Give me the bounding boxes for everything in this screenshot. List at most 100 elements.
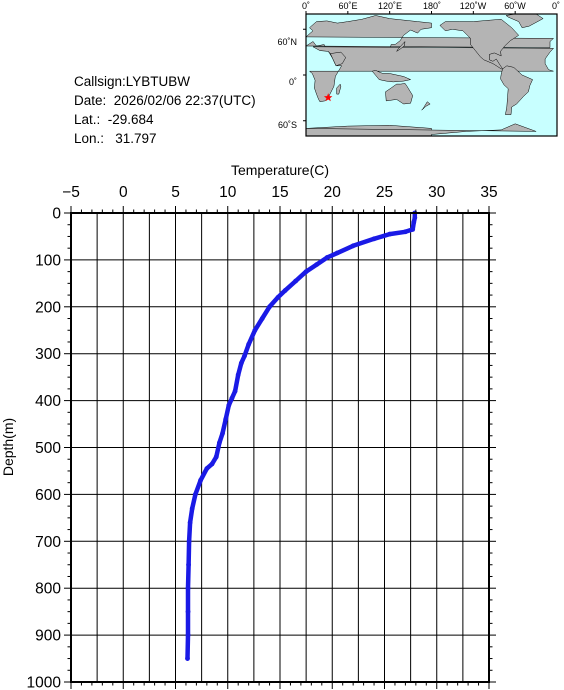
info-block: Callsign:LYBTUBW Date: 2026/02/06 22:37(… [74, 72, 256, 148]
profile-point [185, 656, 190, 661]
profile-point [186, 562, 191, 568]
y-tick-label: 500 [35, 440, 61, 457]
location-marker [323, 93, 333, 102]
map-frame [303, 11, 558, 137]
y-axis-title: Depth(m) [0, 418, 16, 476]
map-lat-label: 0˚ [289, 77, 297, 87]
star-icon [323, 93, 333, 102]
profile-point [192, 492, 198, 497]
profile-point [238, 360, 244, 366]
map-border [305, 13, 558, 137]
profile-point [324, 255, 330, 260]
landmass [308, 46, 555, 102]
landmass [421, 101, 431, 111]
map-lon-label: 180˚ [423, 1, 441, 11]
profile-point [314, 262, 319, 267]
date-text: Date: 2026/02/06 22:37(UTC) [74, 93, 256, 108]
profile-point [185, 632, 191, 638]
y-tick-label: 1000 [27, 675, 62, 690]
map-lon-label: 120˚W [460, 1, 487, 11]
x-tick-labels: −5 0 5 10 15 20 25 30 35 [62, 184, 497, 201]
landmass [330, 51, 347, 67]
temperature-profile-line [185, 210, 418, 661]
landmass [439, 19, 520, 70]
map-longitude-labels: 0˚ 60˚E 120˚E 180˚ 120˚W 60˚W 0˚ [302, 1, 560, 11]
map-lon-label: 120˚E [378, 1, 402, 11]
profile-point [412, 215, 418, 221]
profile-point [187, 520, 193, 525]
location-map: 0˚ 60˚E 120˚E 180˚ 120˚W 60˚W 0˚ 60˚N 0˚… [277, 1, 560, 137]
profile-point [259, 316, 265, 321]
profile-point [350, 243, 356, 249]
profile-point [226, 402, 232, 408]
profile-point [387, 231, 393, 237]
map-lon-label: 0˚ [552, 1, 560, 11]
profile-point [204, 466, 210, 472]
map-lon-label: 60˚W [504, 1, 526, 11]
chart-grid [70, 212, 490, 683]
profile-point [232, 388, 238, 394]
profile-point [267, 304, 272, 310]
y-tick-label: 700 [35, 534, 61, 551]
y-tick-label: 600 [35, 487, 61, 504]
longitude-text: Lon.: 31.797 [74, 131, 157, 146]
x-tick-label: 0 [119, 184, 128, 201]
profile-point [411, 219, 417, 225]
y-tick-label: 100 [35, 252, 61, 269]
y-tick-labels: 0 100 200 300 400 500 600 700 800 900 10… [27, 206, 62, 690]
profile-point [223, 416, 229, 422]
x-tick-label: 25 [376, 184, 393, 201]
y-tick-label: 200 [35, 299, 61, 316]
profile-point [403, 229, 408, 235]
landmass [396, 40, 406, 52]
plot-frame [70, 212, 490, 683]
x-tick-label: 35 [480, 184, 497, 201]
profile-point [235, 372, 241, 378]
profile-point [185, 585, 191, 591]
x-tick-label: 20 [324, 184, 342, 201]
profile-point [252, 327, 258, 333]
profile-point [275, 295, 281, 300]
profile-point [189, 506, 195, 511]
x-tick-label: 5 [171, 184, 180, 201]
profile-point [293, 278, 299, 284]
profile-point [410, 227, 416, 232]
landmass [371, 70, 412, 83]
y-tick-label: 900 [35, 628, 61, 645]
map-lat-label: 60˚S [278, 120, 297, 130]
map-lat-label: 60˚N [277, 37, 297, 47]
profile-point [229, 395, 235, 401]
profile-point [216, 440, 222, 446]
x-axis-title: Temperature(C) [231, 162, 329, 178]
profile-point [185, 609, 191, 615]
y-tick-label: 0 [52, 206, 61, 223]
latitude-text: Lat.: -29.684 [74, 112, 154, 127]
minor-ticks [64, 206, 496, 689]
x-tick-label: 15 [271, 184, 288, 201]
landmass [385, 83, 413, 105]
map-lon-label: 0˚ [302, 1, 310, 11]
profile-point [209, 461, 215, 467]
profile-point [412, 210, 418, 216]
x-tick-label: 10 [219, 184, 237, 201]
landmass [336, 83, 342, 95]
map-lon-label: 60˚E [338, 1, 357, 11]
landmass [500, 65, 533, 115]
map-latitude-labels: 60˚N 0˚ 60˚S [277, 37, 297, 130]
profile-point [220, 431, 225, 436]
profile-point [335, 250, 340, 256]
x-tick-label: 30 [428, 184, 446, 201]
profile-point [282, 287, 288, 293]
profile-point [186, 538, 192, 544]
y-tick-label: 300 [35, 346, 61, 363]
profile-point [213, 454, 219, 460]
profile-point [246, 341, 252, 347]
y-tick-label: 400 [35, 393, 61, 410]
profile-point [303, 269, 309, 275]
profile-point [198, 477, 203, 483]
callsign-text: Callsign:LYBTUBW [74, 74, 191, 89]
temperature-profile [185, 210, 418, 661]
y-tick-label: 800 [35, 581, 61, 598]
profile-point [371, 236, 377, 242]
profile-point [242, 353, 247, 359]
